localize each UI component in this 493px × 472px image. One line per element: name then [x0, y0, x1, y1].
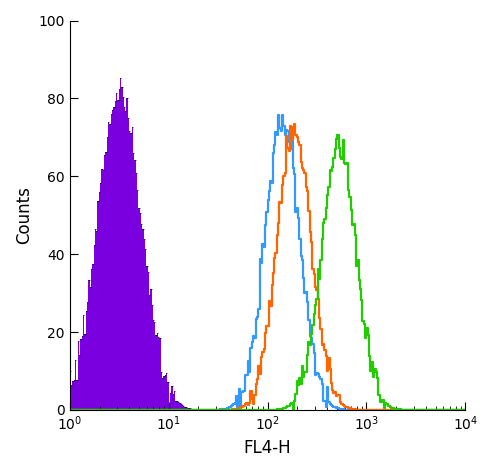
X-axis label: FL4-H: FL4-H [244, 439, 291, 457]
Y-axis label: Counts: Counts [15, 186, 33, 244]
